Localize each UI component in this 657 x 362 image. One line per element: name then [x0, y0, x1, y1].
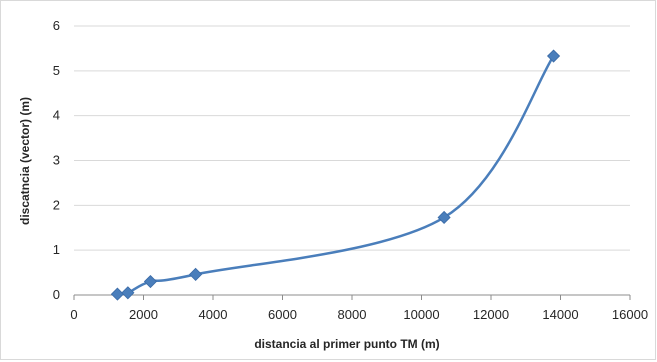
x-tick-label: 10000 [403, 307, 439, 322]
y-tick-label: 6 [53, 18, 60, 33]
data-point-marker [110, 287, 125, 301]
series-line [117, 55, 555, 296]
data-point-marker [546, 49, 561, 63]
x-tick-label: 0 [70, 307, 77, 322]
x-tick-label: 16000 [612, 307, 648, 322]
data-point-marker [437, 210, 451, 225]
y-tick-label: 3 [53, 153, 60, 168]
x-axis-title: distancia al primer punto TM (m) [254, 337, 439, 351]
x-tick-label: 2000 [129, 307, 158, 322]
x-tick-marks [73, 295, 631, 300]
y-tick-labels: 0 1 2 3 4 5 6 [53, 18, 60, 302]
gridlines [74, 25, 630, 251]
data-point-marker [143, 274, 158, 289]
x-tick-label: 8000 [338, 307, 367, 322]
x-tick-label: 12000 [473, 307, 509, 322]
data-markers [110, 49, 561, 301]
data-point-marker [189, 267, 203, 281]
y-tick-label: 4 [53, 108, 60, 123]
x-tick-label: 4000 [199, 307, 228, 322]
x-tick-label: 14000 [542, 307, 578, 322]
y-tick-label: 2 [53, 197, 60, 212]
y-tick-label: 0 [53, 287, 60, 302]
y-tick-label: 5 [53, 63, 60, 78]
x-tick-label: 6000 [268, 307, 297, 322]
y-axis-title: discatncia (vector) (m) [18, 97, 32, 225]
x-tick-labels: 0 2000 4000 6000 8000 10000 12000 14000 16000 [70, 307, 648, 322]
y-tick-label: 1 [53, 242, 60, 257]
data-point-marker [121, 286, 135, 300]
